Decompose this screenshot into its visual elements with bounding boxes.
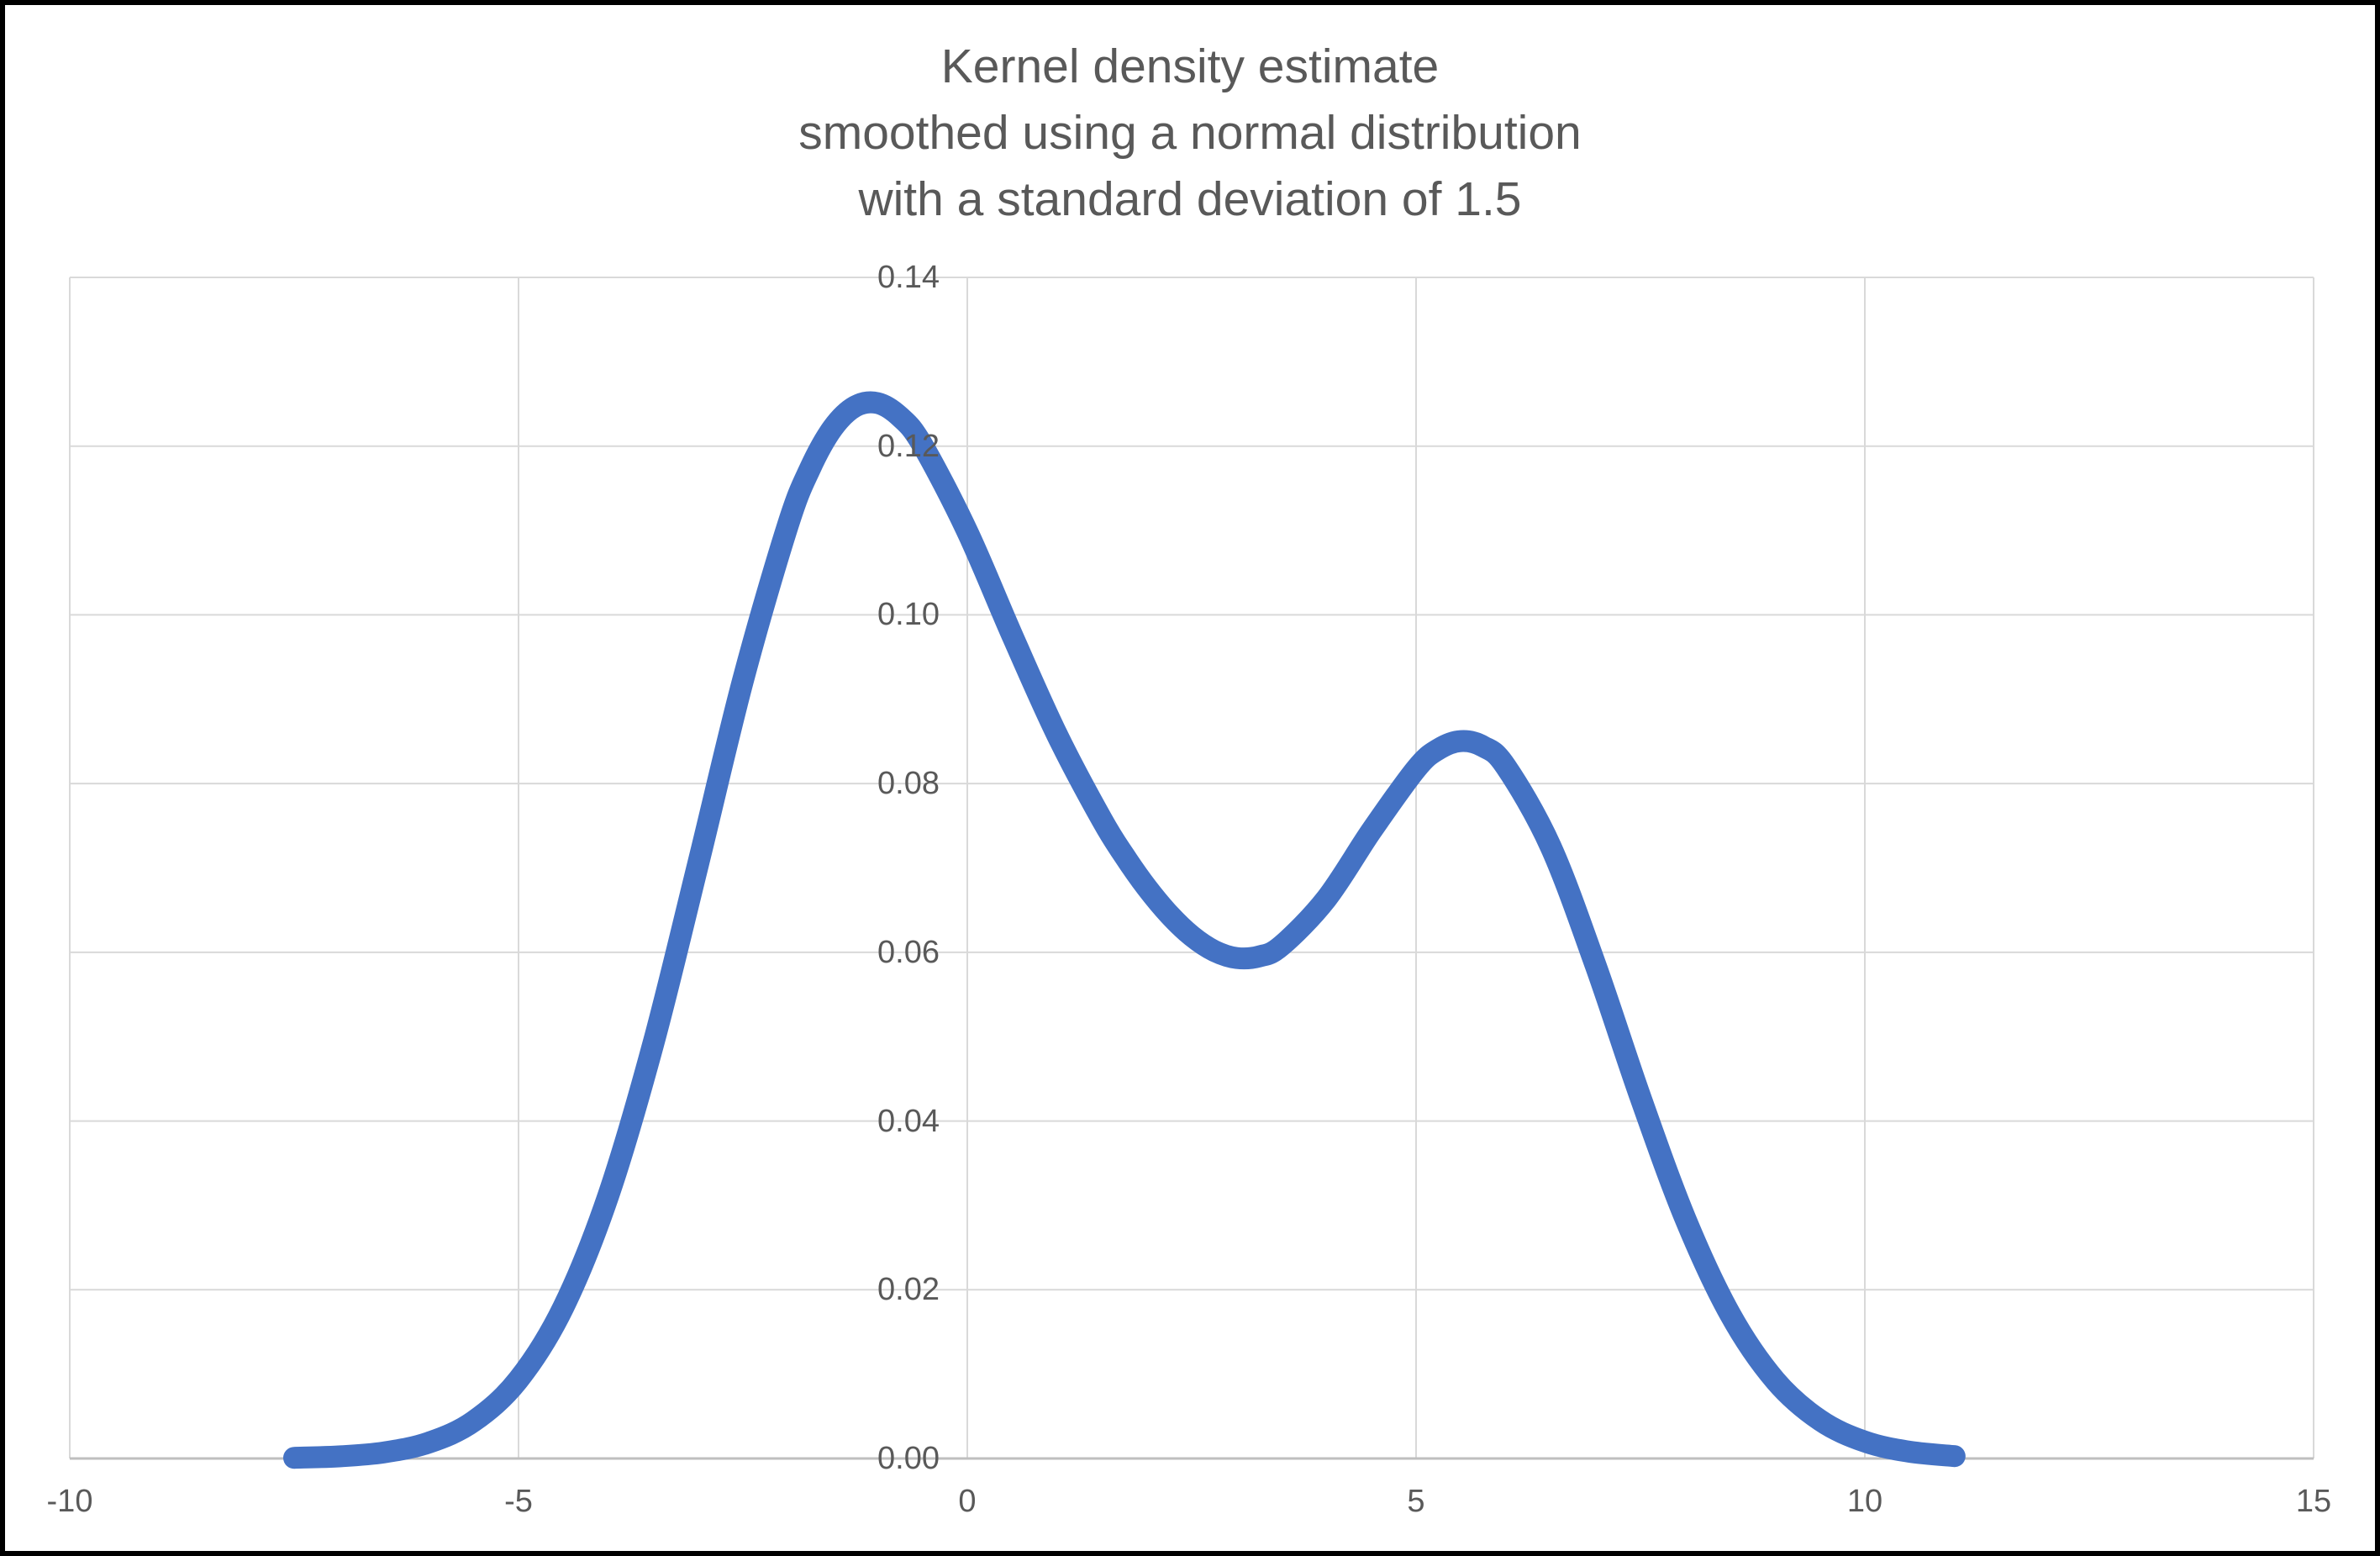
x-tick-label: -5 (504, 1484, 533, 1519)
y-tick-label: 0.10 (877, 597, 940, 633)
x-tick-label: 0 (958, 1484, 977, 1519)
chart-title: Kernel density estimate smoothed using a… (0, 34, 2380, 233)
y-tick-label: 0.12 (877, 428, 940, 464)
y-tick-label: 0.04 (877, 1103, 940, 1139)
x-tick-label: 10 (1846, 1484, 1883, 1519)
x-tick-label: 5 (1407, 1484, 1425, 1519)
y-tick-label: 0.02 (877, 1272, 940, 1308)
chart-title-line-1: Kernel density estimate (940, 40, 1440, 93)
kde-curve (283, 391, 1966, 1469)
y-tick-label: 0.00 (877, 1441, 940, 1476)
x-tick-label: 15 (2295, 1484, 2332, 1519)
y-tick-label: 0.14 (877, 260, 940, 295)
y-tick-label: 0.06 (877, 934, 940, 970)
y-tick-label: 0.08 (877, 766, 940, 802)
chart-title-line-2: smoothed using a normal distribution (798, 106, 1582, 160)
chart-title-line-3: with a standard deviation of 1.5 (858, 172, 1522, 226)
x-tick-label: -10 (46, 1484, 93, 1519)
